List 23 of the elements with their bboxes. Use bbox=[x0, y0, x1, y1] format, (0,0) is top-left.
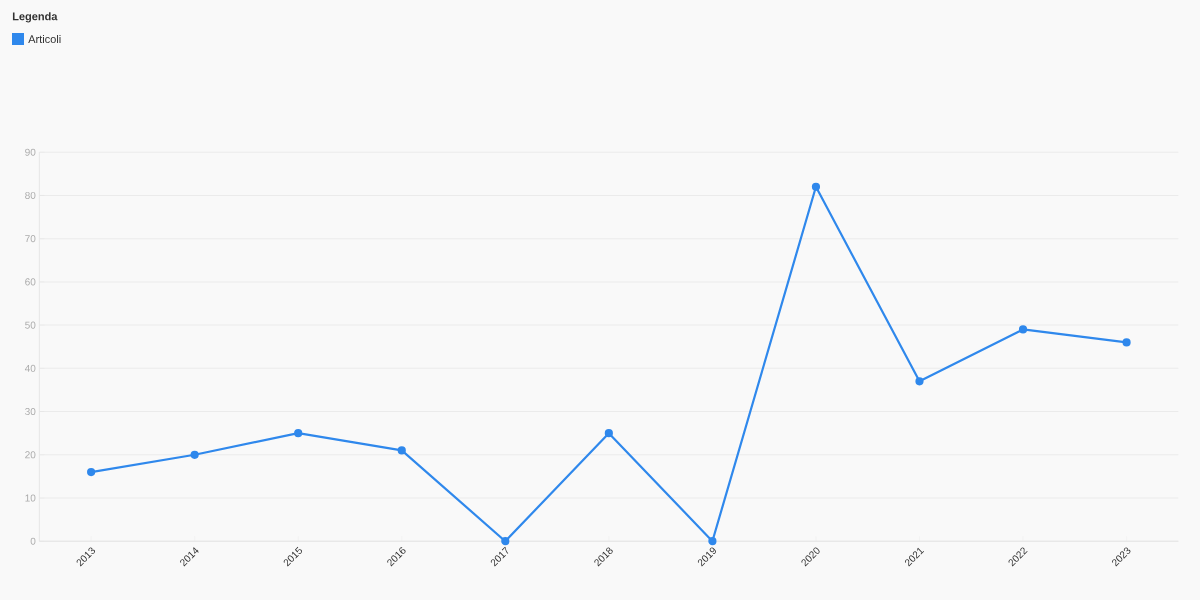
point bbox=[915, 377, 924, 386]
point bbox=[708, 537, 717, 546]
point bbox=[397, 446, 406, 455]
y-tick-label: 40 bbox=[24, 364, 36, 372]
legend-title: Legenda bbox=[12, 12, 58, 23]
point bbox=[604, 429, 613, 438]
y-tick-label: 20 bbox=[25, 451, 36, 459]
point bbox=[87, 467, 96, 477]
point bbox=[501, 537, 510, 546]
legend-label: Articoli bbox=[28, 34, 61, 44]
point bbox=[811, 182, 821, 191]
point bbox=[294, 429, 303, 438]
y-tick-label: 50 bbox=[25, 321, 36, 329]
point bbox=[1122, 338, 1131, 347]
y-tick-label: 90 bbox=[25, 148, 36, 156]
y-tick-label: 10 bbox=[25, 494, 36, 502]
y-tick-label: 30 bbox=[25, 408, 36, 416]
point bbox=[1018, 325, 1028, 334]
y-tick-label: 70 bbox=[25, 235, 36, 243]
y-tick-label: 60 bbox=[25, 278, 36, 286]
y-tick-label: 0 bbox=[30, 537, 36, 545]
y-tick-label: 80 bbox=[25, 191, 36, 199]
point bbox=[190, 450, 199, 459]
